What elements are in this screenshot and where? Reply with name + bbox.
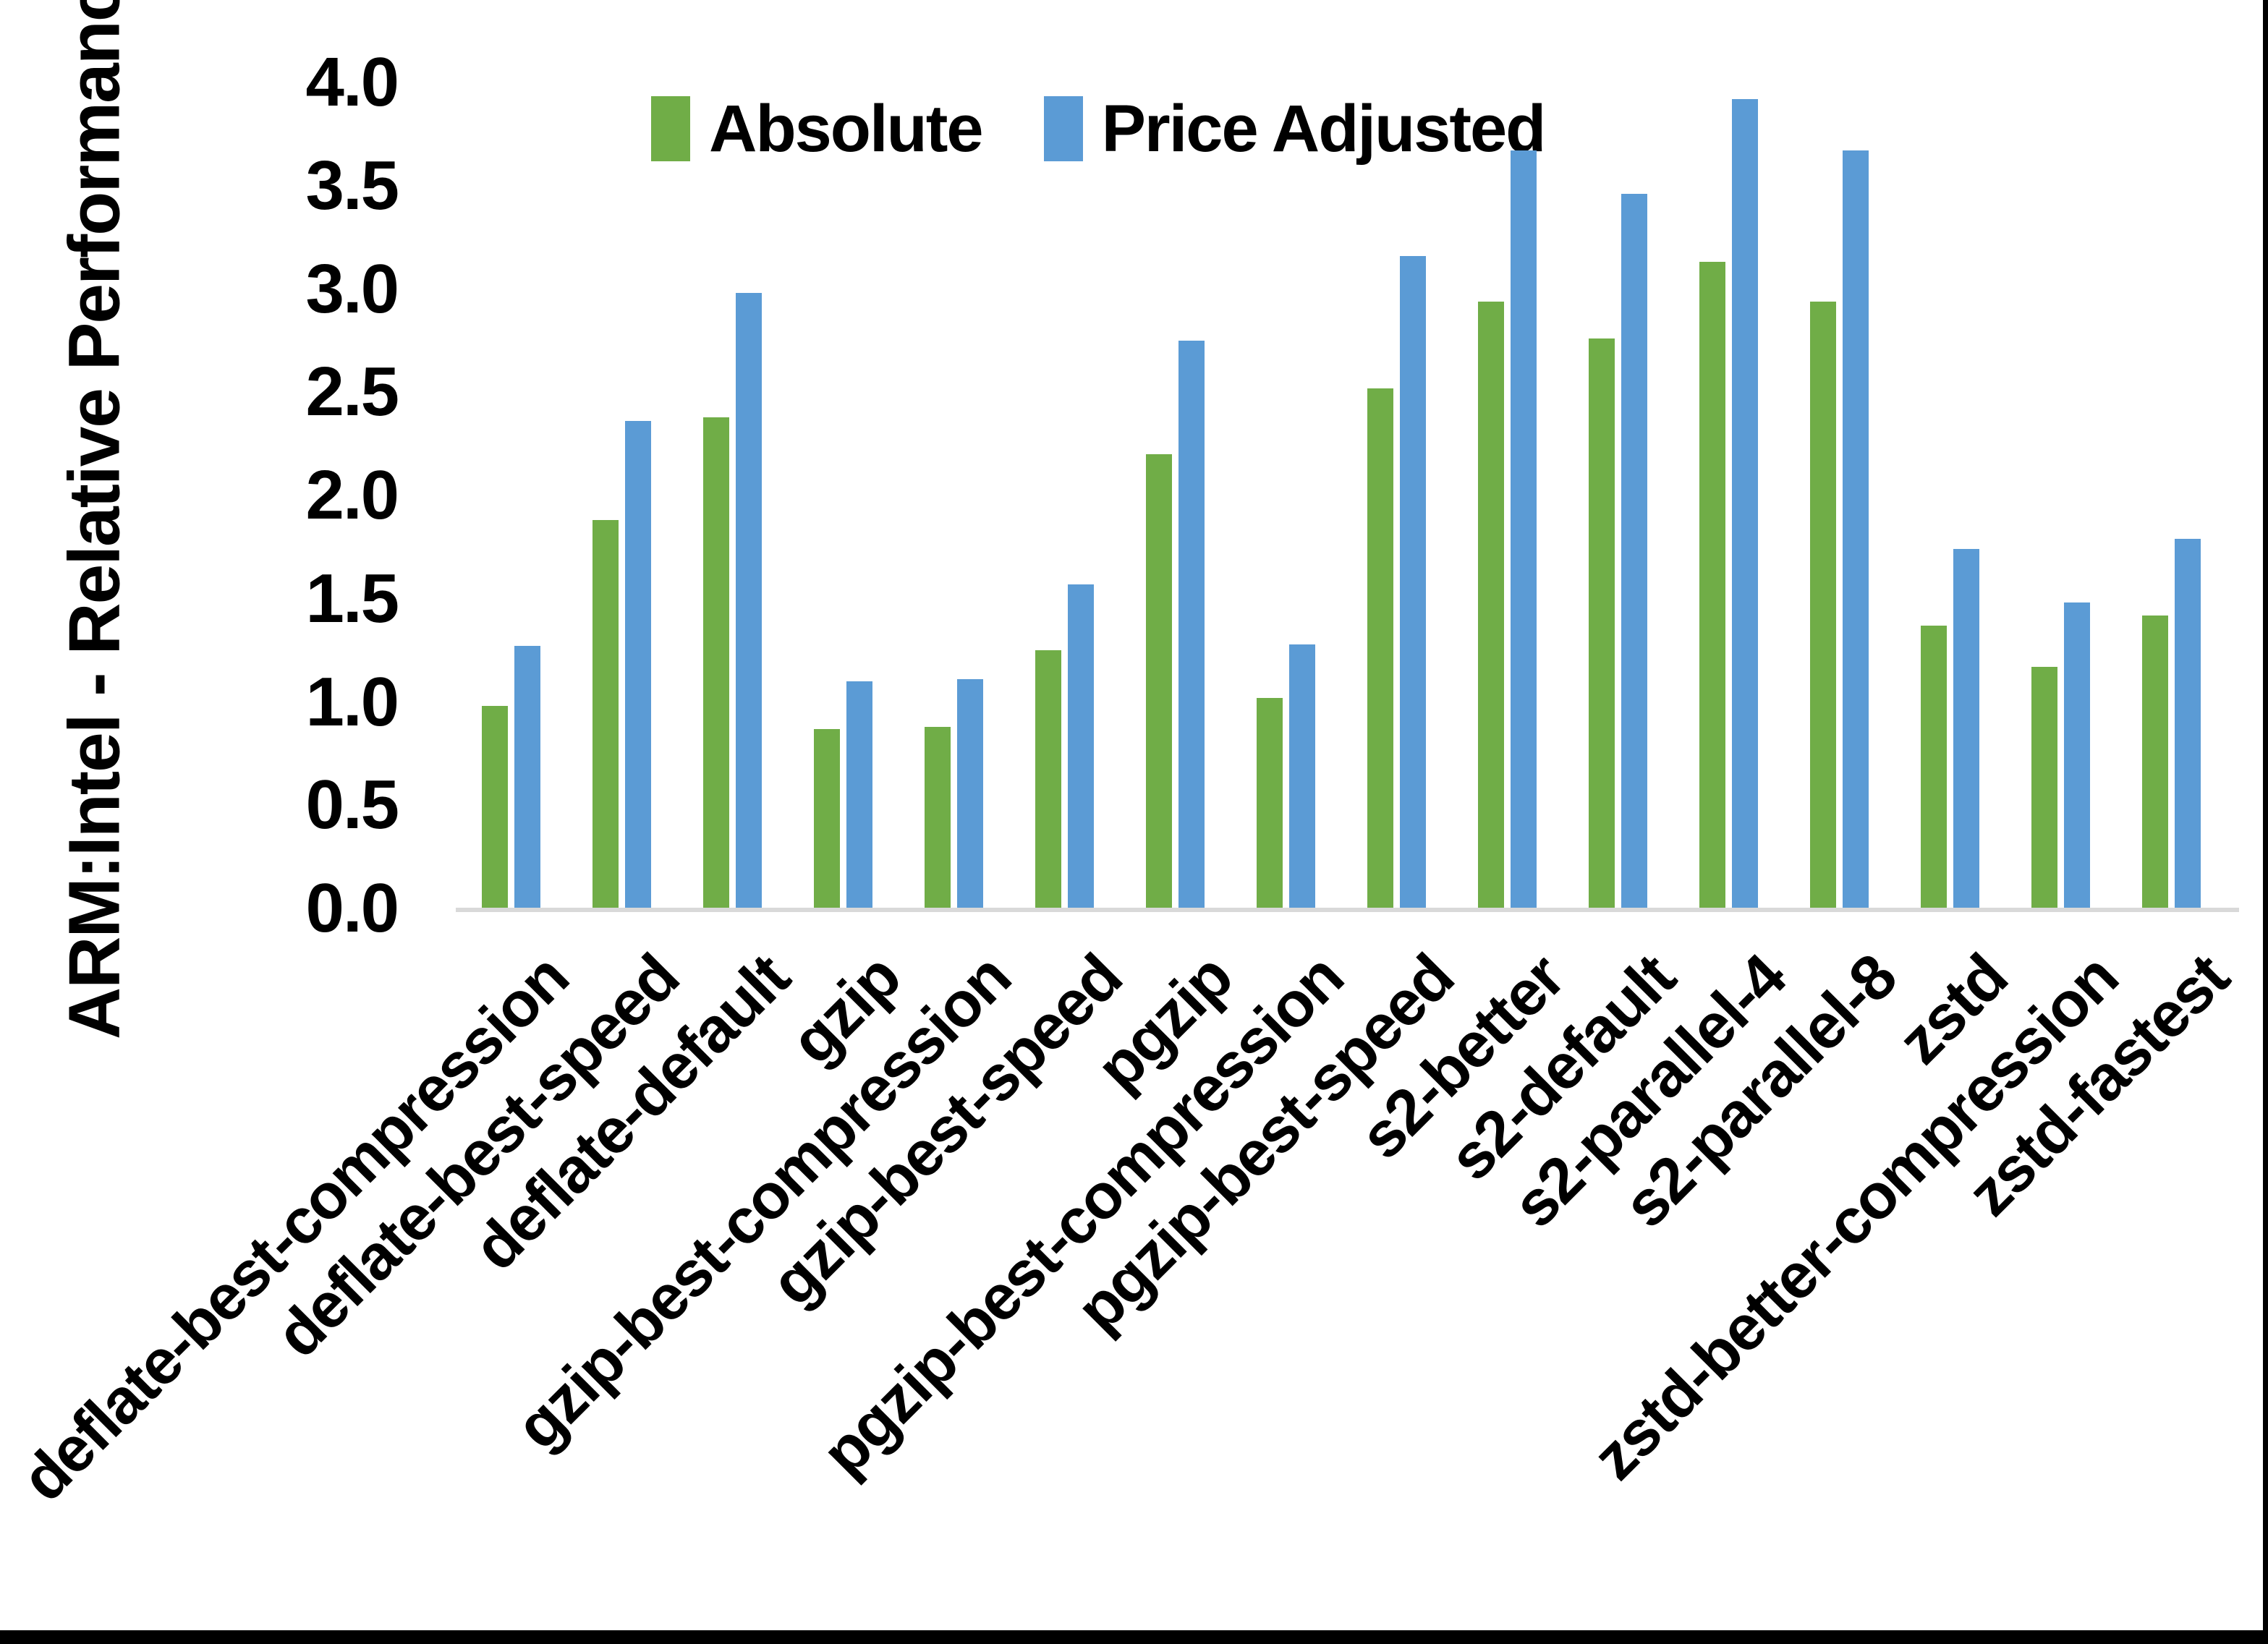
bar-price-adjusted-zstd-fastest xyxy=(2175,538,2201,908)
screenshot-right-border xyxy=(2263,0,2268,1644)
legend-label-price-adjusted: Price Adjusted xyxy=(1101,91,1547,166)
legend-entry-absolute: Absolute xyxy=(651,91,984,167)
bar-absolute-s2-default xyxy=(1589,338,1615,908)
bar-group-s2-parallel-8 xyxy=(1784,82,1895,908)
bar-absolute-pgzip xyxy=(1146,453,1172,908)
bar-absolute-s2-parallel-8 xyxy=(1810,301,1836,908)
y-axis-title: ARM:Intel - Relative Performance xyxy=(54,0,135,1040)
bar-absolute-deflate-best-speed xyxy=(593,520,619,908)
y-tick-label-0.0: 0.0 xyxy=(305,869,399,947)
x-axis-line xyxy=(456,908,2239,912)
bar-group-pgzip xyxy=(1120,82,1231,908)
bar-absolute-deflate-default xyxy=(703,417,729,908)
plot-area xyxy=(456,82,2227,908)
bar-price-adjusted-gzip xyxy=(846,681,872,908)
bar-group-s2-default xyxy=(1563,82,1673,908)
bar-absolute-deflate-best-compression xyxy=(482,706,508,908)
bar-group-deflate-default xyxy=(677,82,788,908)
y-tick-label-3.0: 3.0 xyxy=(305,250,399,328)
bar-absolute-zstd xyxy=(1921,625,1947,908)
bar-group-deflate-best-speed xyxy=(566,82,677,908)
legend: Absolute Price Adjusted xyxy=(651,85,1547,172)
bar-price-adjusted-s2-better xyxy=(1511,150,1537,908)
legend-label-absolute: Absolute xyxy=(709,91,984,166)
bar-group-pgzip-best-compression xyxy=(1231,82,1341,908)
bar-price-adjusted-gzip-best-compression xyxy=(957,679,983,908)
legend-swatch-price-adjusted xyxy=(1043,96,1083,161)
bar-absolute-gzip-best-speed xyxy=(1035,650,1061,908)
bar-group-s2-parallel-4 xyxy=(1673,82,1784,908)
bar-price-adjusted-pgzip-best-speed xyxy=(1400,255,1426,908)
legend-swatch-absolute xyxy=(651,96,690,161)
y-tick-label-3.5: 3.5 xyxy=(305,146,399,224)
y-tick-label-1.0: 1.0 xyxy=(305,663,399,741)
bar-price-adjusted-s2-parallel-8 xyxy=(1843,150,1869,908)
bar-group-zstd-fastest xyxy=(2116,82,2227,908)
bar-price-adjusted-zstd xyxy=(1953,549,1979,908)
y-tick-label-2.0: 2.0 xyxy=(305,456,399,534)
y-tick-label-2.5: 2.5 xyxy=(305,353,399,431)
bar-absolute-zstd-better-compression xyxy=(2031,666,2057,908)
bar-price-adjusted-deflate-best-compression xyxy=(514,646,540,908)
bar-absolute-s2-parallel-4 xyxy=(1699,262,1725,908)
bar-group-zstd xyxy=(1895,82,2005,908)
legend-entry-price-adjusted: Price Adjusted xyxy=(1043,91,1547,167)
bar-group-pgzip-best-speed xyxy=(1341,82,1452,908)
y-tick-label-0.5: 0.5 xyxy=(305,766,399,844)
y-tick-label-4.0: 4.0 xyxy=(305,43,399,121)
bar-price-adjusted-s2-default xyxy=(1621,194,1647,908)
bar-absolute-zstd-fastest xyxy=(2142,615,2168,908)
bar-absolute-gzip xyxy=(814,728,840,908)
bar-absolute-gzip-best-compression xyxy=(925,726,951,908)
bar-price-adjusted-deflate-default xyxy=(736,293,762,908)
bar-group-s2-better xyxy=(1452,82,1563,908)
bar-price-adjusted-s2-parallel-4 xyxy=(1732,98,1758,908)
bar-price-adjusted-deflate-best-speed xyxy=(625,421,651,908)
screenshot-bottom-border xyxy=(0,1630,2268,1644)
bar-absolute-pgzip-best-speed xyxy=(1367,388,1393,908)
bar-absolute-pgzip-best-compression xyxy=(1257,697,1283,908)
bar-price-adjusted-gzip-best-speed xyxy=(1068,584,1094,908)
bar-group-gzip xyxy=(788,82,899,908)
bar-price-adjusted-pgzip xyxy=(1178,340,1205,908)
bar-price-adjusted-zstd-better-compression xyxy=(2064,602,2090,908)
bar-group-zstd-better-compression xyxy=(2005,82,2116,908)
bar-group-deflate-best-compression xyxy=(456,82,566,908)
bar-price-adjusted-pgzip-best-compression xyxy=(1289,644,1315,908)
bar-absolute-s2-better xyxy=(1478,301,1504,908)
bar-group-gzip-best-compression xyxy=(899,82,1009,908)
bar-group-gzip-best-speed xyxy=(1009,82,1120,908)
y-tick-label-1.5: 1.5 xyxy=(305,559,399,637)
